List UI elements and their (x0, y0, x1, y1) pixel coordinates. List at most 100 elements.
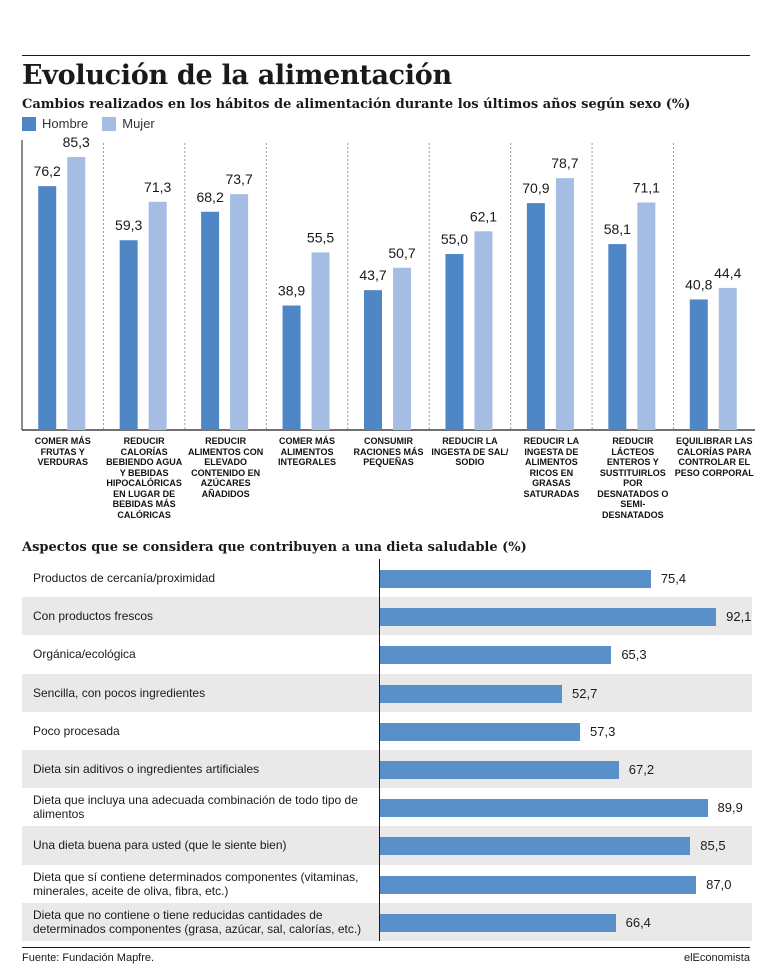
aspect-bar (380, 760, 619, 779)
aspect-row: Sencilla, con pocos ingredientes 52,7 (22, 673, 752, 712)
aspect-row: Orgánica/ecológica 65,3 (22, 635, 752, 673)
data-label-mujer: 78,7 (551, 155, 578, 171)
bar-mujer (67, 157, 86, 431)
aspect-label: Orgánica/ecológica (33, 647, 136, 662)
aspect-bar (380, 837, 691, 856)
category-label: COMER MÁS FRUTAS Y VERDURAS (34, 436, 91, 467)
legend-label-hombre: Hombre (42, 116, 89, 131)
aspect-row: Dieta sin aditivos o ingredientes artifi… (22, 749, 752, 789)
data-label-mujer: 44,4 (714, 265, 741, 281)
aspect-label: Dieta que incluya una adecuada combinaci… (33, 793, 358, 822)
chart-subtitle: Cambios realizados en los hábitos de ali… (22, 97, 691, 112)
aspect-row: Poco procesada 57,3 (22, 712, 752, 750)
bar-mujer (555, 178, 574, 430)
bar-hombre (119, 240, 138, 430)
bar-mujer (718, 287, 737, 430)
legend-item-hombre: Hombre (22, 116, 88, 131)
bar-mujer (637, 202, 656, 430)
data-label-mujer: 62,1 (470, 208, 497, 224)
bar-mujer (148, 201, 167, 430)
aspect-value: 66,4 (625, 914, 651, 930)
aspect-bar (380, 608, 717, 627)
bar-mujer (311, 252, 330, 430)
aspect-value: 85,5 (700, 838, 726, 854)
data-label-mujer: 50,7 (388, 245, 415, 261)
aspect-bar (380, 684, 563, 703)
data-label-hombre: 76,2 (34, 163, 61, 179)
bottom-rule (22, 947, 750, 948)
source-note: Fuente: Fundación Mapfre. (22, 952, 155, 964)
legend-swatch-mujer (102, 116, 117, 131)
data-label-hombre: 43,7 (359, 267, 386, 283)
category-label: EQUILIBRAR LAS CALORÍAS PARA CONTROLAR E… (674, 436, 754, 478)
aspect-bar (380, 913, 616, 932)
aspect-label: Productos de cercanía/proximidad (33, 571, 216, 586)
bar-hombre (201, 211, 220, 430)
top-rule (22, 55, 750, 56)
data-label-hombre: 70,9 (522, 180, 549, 196)
category-label: REDUCIR LA INGESTA DE SAL/ SODIO (431, 436, 509, 467)
aspect-label: Dieta sin aditivos o ingredientes artifi… (33, 762, 260, 777)
aspect-label: Poco procesada (33, 723, 120, 738)
aspect-row: Dieta que no contiene o tiene reducidas … (22, 902, 752, 941)
data-label-mujer: 73,7 (225, 171, 252, 187)
page-title: Evolución de la alimentación (22, 60, 452, 91)
aspect-bar (380, 799, 708, 818)
legend-item-mujer: Mujer (102, 116, 155, 131)
bar-hombre (608, 244, 627, 430)
legend-swatch-hombre (22, 116, 36, 131)
data-label-mujer: 55,5 (307, 229, 334, 245)
bar-mujer (230, 194, 249, 430)
bar-mujer (474, 231, 493, 430)
data-label-mujer: 71,3 (144, 179, 171, 195)
data-label-hombre: 40,8 (685, 276, 712, 292)
data-label-hombre: 68,2 (196, 189, 223, 205)
data-label-mujer: 85,3 (63, 134, 90, 150)
bar-hombre (445, 254, 464, 430)
legend: Hombre Mujer (22, 116, 169, 131)
aspect-value: 87,0 (706, 876, 732, 892)
aspect-value: 89,9 (717, 800, 743, 816)
aspect-label: Dieta que no contiene o tiene reducidas … (33, 907, 362, 936)
aspect-value: 57,3 (590, 723, 616, 739)
category-label: REDUCIR LÁCTEOS ENTEROS Y SUSTITUIRLOS P… (597, 436, 669, 520)
bar-hombre (526, 203, 545, 430)
data-label-mujer: 71,1 (633, 179, 660, 195)
category-label: CONSUMIR RACIONES MÁS PEQUEÑAS (353, 436, 424, 467)
aspect-label: Con productos frescos (33, 609, 154, 624)
data-label-hombre: 38,9 (278, 283, 305, 299)
category-label: REDUCIR CALORÍAS BEBIENDO AGUA Y BEBIDAS… (106, 436, 183, 520)
aspect-label: Sencilla, con pocos ingredientes (33, 685, 206, 700)
aspect-value: 75,4 (660, 571, 687, 586)
bar-hombre (38, 186, 57, 430)
aspect-value: 92,1 (726, 609, 752, 625)
data-label-hombre: 59,3 (115, 217, 142, 233)
bar-hombre (364, 290, 382, 430)
grouped-bar-chart: 76,285,3 59,3 71,3 68,273,7 38,9 55,5 43,750,7… (21, 134, 755, 431)
aspect-row: Con productos frescos 92,1 (22, 597, 752, 636)
bar-mujer (393, 267, 411, 430)
horizontal-bar-chart: Productos de cercanía/proximidad 75,4 Con … (22, 559, 752, 941)
category-label: REDUCIR ALIMENTOS CON ELEVADO CONTENIDO … (187, 436, 264, 499)
legend-label-mujer: Mujer (122, 116, 155, 131)
aspect-row: Dieta que sí contiene determinados compo… (22, 865, 752, 903)
bar-hombre (689, 299, 708, 430)
brand-logo: elEconomista (683, 952, 750, 964)
aspect-row: Una dieta buena para usted (que le sient… (22, 826, 752, 865)
aspect-label: Dieta que sí contiene determinados compo… (33, 869, 359, 898)
aspect-bar (380, 722, 581, 741)
category-label: COMER MÁS ALIMENTOS INTEGRALES (278, 436, 337, 467)
aspect-bar (380, 875, 697, 894)
aspect-row: Productos de cercanía/proximidad 75,4 (22, 559, 752, 597)
data-label-hombre: 55,0 (441, 231, 468, 247)
aspect-row: Dieta que incluya una adecuada combinaci… (22, 788, 752, 826)
aspect-value: 52,7 (572, 685, 598, 701)
aspect-value: 65,3 (621, 647, 647, 663)
section-title-dieta: Aspectos que se considera que contribuye… (22, 540, 527, 555)
horizontal-chart-axis (379, 559, 380, 941)
data-label-hombre: 58,1 (604, 221, 631, 237)
bar-hombre (282, 305, 301, 430)
aspect-label: Una dieta buena para usted (que le sient… (33, 838, 287, 853)
aspect-bar (380, 570, 651, 588)
aspect-value: 67,2 (628, 761, 655, 777)
